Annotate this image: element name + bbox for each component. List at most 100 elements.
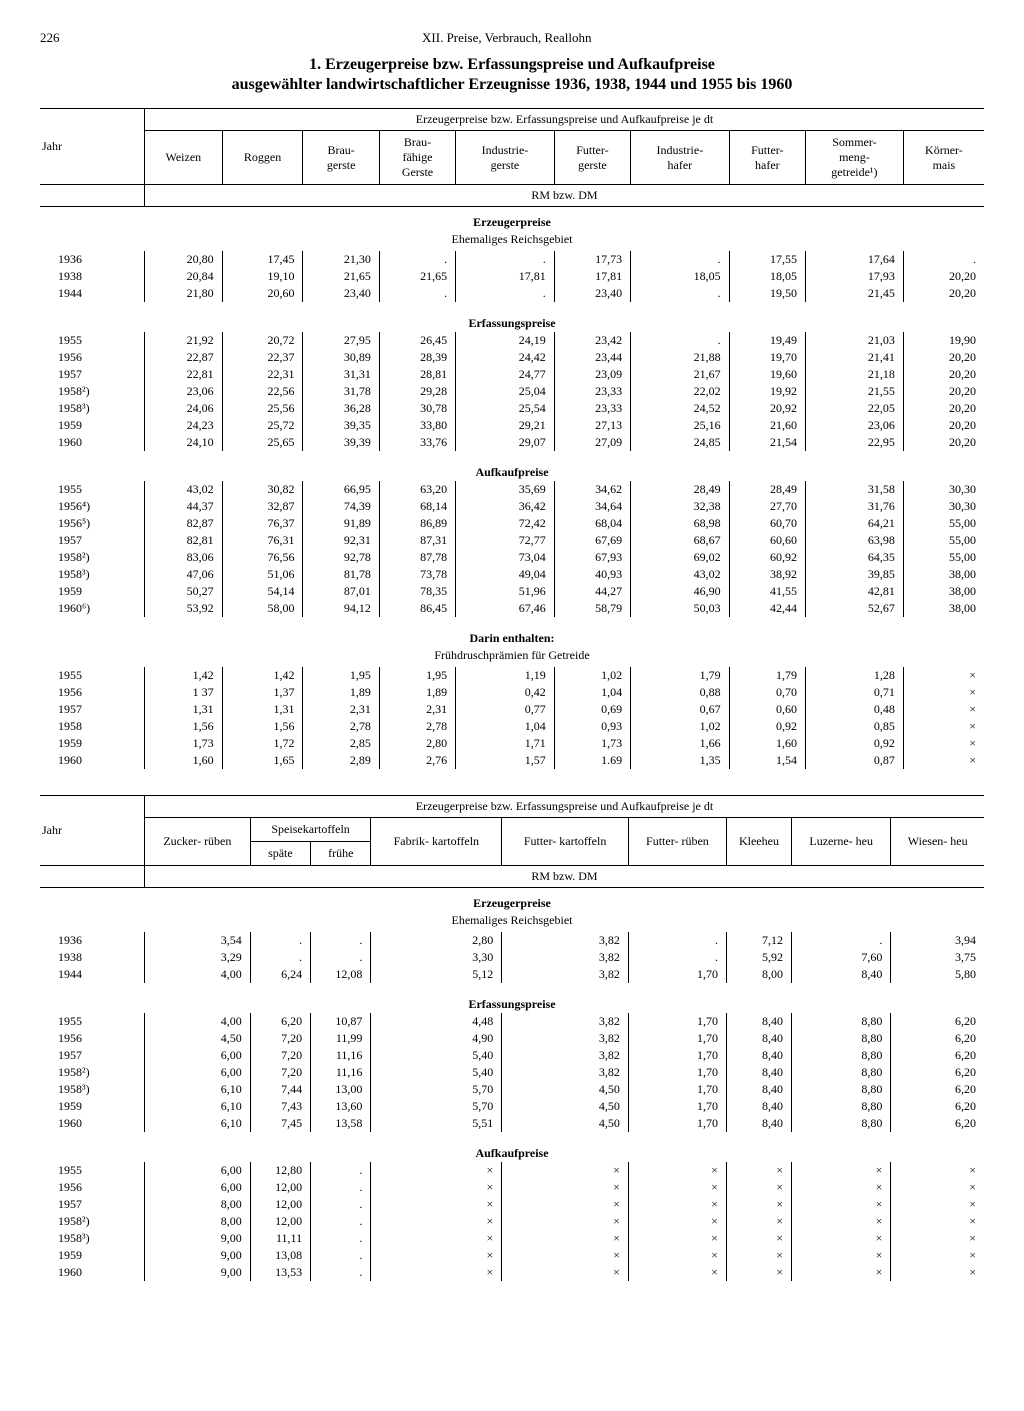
data-cell: 3,82 [502, 932, 629, 949]
data-cell: 6,20 [891, 1047, 984, 1064]
data-cell: 1,60 [729, 735, 805, 752]
data-cell: 25,04 [456, 383, 555, 400]
year-cell: 1956 [40, 1030, 145, 1047]
data-cell: 36,28 [303, 400, 379, 417]
data-cell: 1,56 [145, 718, 223, 735]
data-cell: 1,95 [303, 667, 379, 684]
data-cell: 34,62 [554, 481, 630, 498]
data-cell: × [628, 1162, 726, 1179]
data-cell: 82,81 [145, 532, 223, 549]
data-cell: 39,85 [806, 566, 904, 583]
data-cell: 53,92 [145, 600, 223, 617]
data-cell: 32,87 [222, 498, 303, 515]
data-cell: × [891, 1196, 984, 1213]
data-cell: 17,81 [554, 268, 630, 285]
data-cell: 4,50 [502, 1081, 629, 1098]
data-cell: 20,60 [222, 285, 303, 302]
data-cell: 38,00 [903, 583, 984, 600]
data-cell: 24,10 [145, 434, 223, 451]
data-cell: 1,42 [145, 667, 223, 684]
data-cell: × [502, 1162, 629, 1179]
year-cell: 1957 [40, 1196, 145, 1213]
data-cell: 33,76 [379, 434, 455, 451]
data-cell: 4,90 [371, 1030, 502, 1047]
year-cell: 1957 [40, 366, 145, 383]
data-cell: 24,19 [456, 332, 555, 349]
data-cell: 38,92 [729, 566, 805, 583]
data-cell: 4,00 [145, 1013, 251, 1030]
data-cell: 30,78 [379, 400, 455, 417]
year-cell: 1955 [40, 1162, 145, 1179]
data-cell: 21,65 [379, 268, 455, 285]
data-cell: 4,50 [502, 1115, 629, 1132]
data-cell: 3,82 [502, 966, 629, 983]
data-cell: 6,20 [250, 1013, 310, 1030]
data-cell: 44,37 [145, 498, 223, 515]
year-cell: 1955 [40, 481, 145, 498]
data-cell: 5,12 [371, 966, 502, 983]
data-cell: 1,70 [628, 966, 726, 983]
data-cell: 28,81 [379, 366, 455, 383]
data-cell: 68,04 [554, 515, 630, 532]
data-cell: 2,89 [303, 752, 379, 769]
col-9: Körner-mais [903, 131, 984, 185]
data-cell: 27,70 [729, 498, 805, 515]
data-cell: × [502, 1196, 629, 1213]
section-title: Aufkaufpreise [40, 1138, 984, 1162]
data-cell: 60,60 [729, 532, 805, 549]
data-cell: 4,00 [145, 966, 251, 983]
data-cell: 4,48 [371, 1013, 502, 1030]
data-cell: 44,27 [554, 583, 630, 600]
data-cell: × [903, 752, 984, 769]
data-cell: 22,31 [222, 366, 303, 383]
data-cell: 23,40 [303, 285, 379, 302]
col-spaete: späte [250, 842, 310, 866]
col-4: Industrie-gerste [456, 131, 555, 185]
section-subtitle: Ehemaliges Reichsgebiet [40, 231, 984, 251]
data-cell: 21,03 [806, 332, 904, 349]
data-cell: 3,94 [891, 932, 984, 949]
data-cell: 7,20 [250, 1030, 310, 1047]
data-cell: 11,16 [311, 1047, 371, 1064]
data-cell: 73,04 [456, 549, 555, 566]
data-cell: × [371, 1264, 502, 1281]
data-cell: 36,42 [456, 498, 555, 515]
data-cell: 23,44 [554, 349, 630, 366]
data-cell: . [311, 949, 371, 966]
data-cell: 28,39 [379, 349, 455, 366]
data-cell: 52,67 [806, 600, 904, 617]
data-cell: 7,20 [250, 1047, 310, 1064]
year-cell: 1958²) [40, 549, 145, 566]
data-cell: 92,31 [303, 532, 379, 549]
data-cell: 25,54 [456, 400, 555, 417]
data-cell: 55,00 [903, 515, 984, 532]
data-cell: × [502, 1264, 629, 1281]
data-cell: × [792, 1264, 891, 1281]
data-cell: 22,81 [145, 366, 223, 383]
year-cell: 1958²) [40, 383, 145, 400]
data-cell: 2,80 [379, 735, 455, 752]
data-cell: × [891, 1247, 984, 1264]
data-cell: 13,53 [250, 1264, 310, 1281]
data-cell: 9,00 [145, 1247, 251, 1264]
data-cell: 68,98 [631, 515, 730, 532]
data-cell: 11,11 [250, 1230, 310, 1247]
data-cell: 22,87 [145, 349, 223, 366]
col-wiesen: Wiesen- heu [891, 818, 984, 866]
data-cell: 50,27 [145, 583, 223, 600]
data-cell: × [726, 1230, 791, 1247]
data-cell: 2,31 [303, 701, 379, 718]
data-cell: 6,20 [891, 1081, 984, 1098]
data-cell: 30,82 [222, 481, 303, 498]
data-cell: 26,45 [379, 332, 455, 349]
data-cell: 1,19 [456, 667, 555, 684]
data-cell: × [371, 1179, 502, 1196]
data-cell: 34,64 [554, 498, 630, 515]
data-cell: 1,57 [456, 752, 555, 769]
data-cell: 1,70 [628, 1047, 726, 1064]
data-cell: 3,82 [502, 949, 629, 966]
data-cell: 0,71 [806, 684, 904, 701]
data-cell: 29,21 [456, 417, 555, 434]
data-cell: 7,60 [792, 949, 891, 966]
data-cell: 50,03 [631, 600, 730, 617]
